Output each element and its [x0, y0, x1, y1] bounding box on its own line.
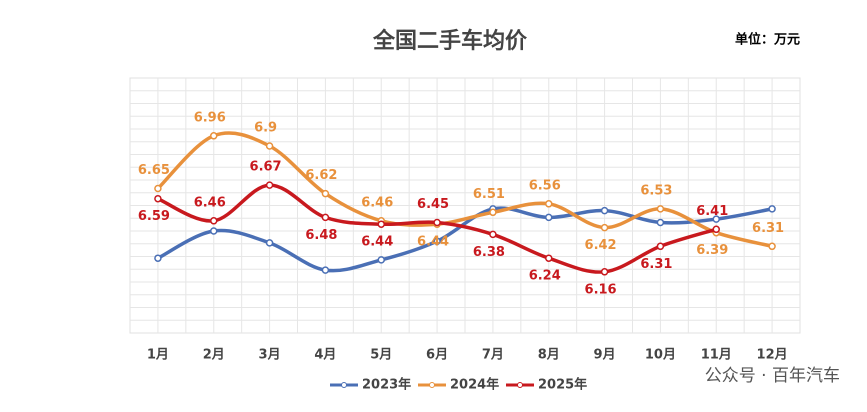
point-marker: [600, 206, 609, 215]
data-label: 6.44: [417, 235, 449, 250]
point-marker: [265, 142, 274, 150]
data-label: 6.46: [194, 195, 226, 210]
point-marker: [377, 220, 385, 228]
data-label: 6.45: [417, 197, 449, 212]
data-label: 6.65: [138, 163, 170, 178]
point-marker: [545, 254, 553, 262]
x-tick-label: 9月: [594, 348, 616, 363]
legend-marker: [429, 382, 435, 388]
point-marker: [321, 266, 330, 274]
point-marker: [265, 239, 274, 247]
point-marker: [433, 237, 441, 245]
point-marker: [210, 227, 218, 235]
data-label: 6.96: [194, 110, 226, 125]
data-label: 6.53: [640, 183, 672, 198]
x-tick-label: 4月: [314, 348, 336, 363]
point-marker: [656, 205, 665, 213]
point-marker: [768, 242, 776, 251]
data-label: 6.31: [752, 221, 784, 236]
point-marker: [712, 225, 720, 234]
legend-label: 2023年: [362, 377, 411, 393]
data-label: 6.38: [473, 245, 505, 260]
point-marker: [321, 189, 330, 198]
point-marker: [656, 218, 665, 227]
point-marker: [656, 242, 665, 251]
data-label: 6.24: [529, 269, 561, 284]
legend-marker: [341, 382, 347, 388]
unit-label: 单位：万元: [735, 32, 800, 48]
data-label: 6.39: [696, 243, 728, 258]
x-tick-label: 3月: [259, 348, 281, 363]
point-marker: [154, 254, 162, 262]
data-label: 6.46: [361, 195, 393, 210]
series: 6.65 6.96 6.9 6.62 6.46 6.44 6.51 6.56 6.42 6.53 6…: [138, 110, 784, 258]
point-marker: [489, 230, 497, 239]
data-label: 6.16: [585, 282, 617, 297]
legend-label: 2025年: [538, 377, 587, 393]
point-marker: [545, 213, 553, 222]
x-tick-label: 8月: [538, 348, 560, 363]
point-marker: [154, 194, 162, 203]
point-marker: [600, 268, 609, 276]
point-marker: [433, 218, 441, 227]
x-tick-label: 1月: [147, 348, 169, 363]
point-marker: [489, 208, 497, 217]
data-label: 6.67: [250, 160, 282, 175]
point-marker: [377, 256, 385, 264]
point-marker: [321, 213, 330, 222]
point-marker: [545, 200, 553, 208]
x-tick-label: 5月: [370, 348, 392, 363]
data-label: 6.59: [138, 209, 170, 224]
x-tick-label: 11月: [701, 348, 732, 363]
data-label: 6.56: [529, 178, 561, 193]
watermark: 公众号 · 百年汽车: [705, 366, 840, 386]
x-tick-label: 7月: [482, 348, 504, 363]
data-label: 6.41: [696, 204, 728, 219]
data-label: 6.9: [254, 121, 277, 136]
point-marker: [210, 132, 218, 140]
data-label: 6.31: [640, 257, 672, 272]
point-marker: [768, 205, 776, 213]
x-tick-label: 12月: [757, 348, 788, 363]
point-marker: [154, 184, 162, 193]
chart-title: 全国二手车均价: [372, 28, 528, 54]
point-marker: [265, 181, 274, 189]
data-label: 6.48: [305, 228, 337, 243]
x-tick-label: 6月: [426, 348, 448, 363]
point-marker: [210, 217, 218, 225]
legend-label: 2024年: [450, 377, 499, 393]
x-tick-label: 10月: [645, 348, 676, 363]
point-marker: [712, 215, 720, 223]
data-label: 6.62: [305, 168, 337, 183]
data-label: 6.42: [585, 238, 617, 253]
legend-marker: [517, 382, 523, 388]
point-marker: [600, 223, 609, 232]
series: 6.59 6.46 6.67 6.48 6.44 6.45 6.38 6.24 6.16 6.31…: [138, 160, 728, 298]
x-tick-label: 2月: [203, 348, 225, 363]
data-label: 6.51: [473, 187, 505, 202]
data-label: 6.44: [361, 235, 393, 250]
